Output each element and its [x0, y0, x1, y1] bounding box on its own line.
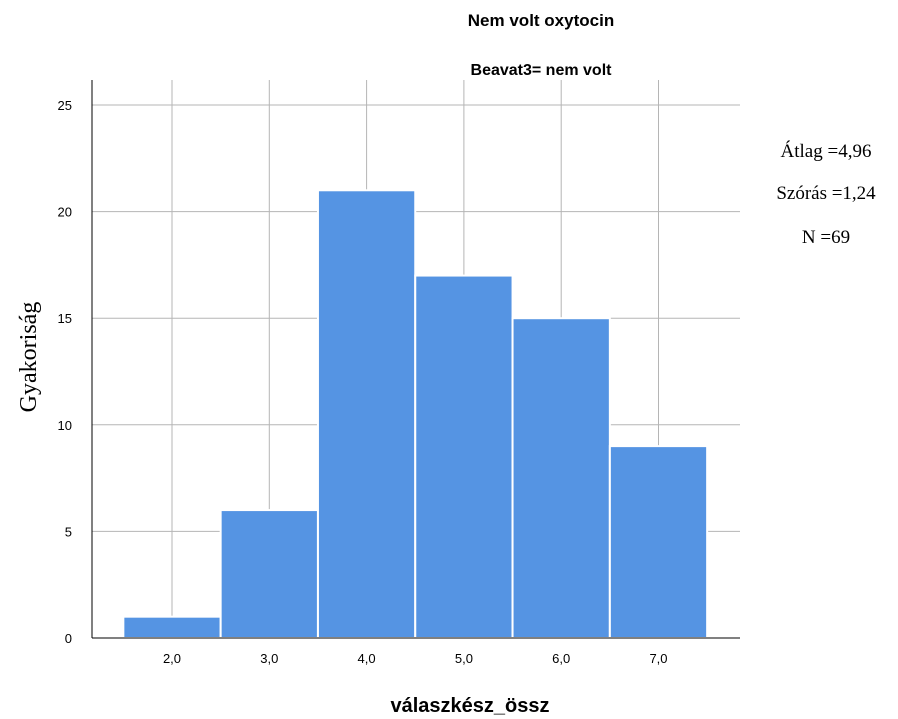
y-tick-label: 15	[58, 311, 72, 326]
y-tick-labels: 0 5 10 15 20 25	[58, 98, 72, 646]
y-tick-label: 25	[58, 98, 72, 113]
bar-6-0	[511, 317, 611, 639]
x-tick-label: 4,0	[358, 651, 376, 666]
y-tick-label: 20	[58, 205, 72, 220]
bar-7-0	[608, 445, 709, 639]
y-tick-label: 5	[65, 524, 72, 539]
stat-line: Szórás =1,24	[776, 183, 876, 204]
x-tick-label: 3,0	[260, 651, 278, 666]
bar-5-0	[414, 274, 514, 639]
x-tick-label: 6,0	[552, 651, 570, 666]
x-tick-label: 7,0	[649, 651, 667, 666]
x-tick-labels: 2,0 3,0 4,0 5,0 6,0 7,0	[163, 651, 668, 666]
x-tick-label: 5,0	[455, 651, 473, 666]
axes	[91, 80, 740, 639]
x-axis-label: válaszkész_össz	[390, 695, 549, 717]
y-tick-label: 0	[65, 631, 72, 646]
chart-title: Nem volt oxytocin	[468, 11, 614, 30]
stat-line: Átlag =4,96	[781, 140, 872, 162]
bar-2-0	[122, 615, 222, 639]
y-tick-label: 10	[58, 418, 72, 433]
stat-line: N =69	[802, 227, 850, 248]
bar-3-0	[219, 509, 319, 639]
bars	[122, 189, 709, 639]
stats-box: Átlag =4,96 Szórás =1,24 N =69	[776, 140, 876, 248]
chart-subtitle: Beavat3= nem volt	[471, 62, 613, 79]
bar-4-0	[316, 189, 417, 639]
y-axis-label: Gyakoriság	[16, 302, 42, 413]
x-tick-label: 2,0	[163, 651, 181, 666]
